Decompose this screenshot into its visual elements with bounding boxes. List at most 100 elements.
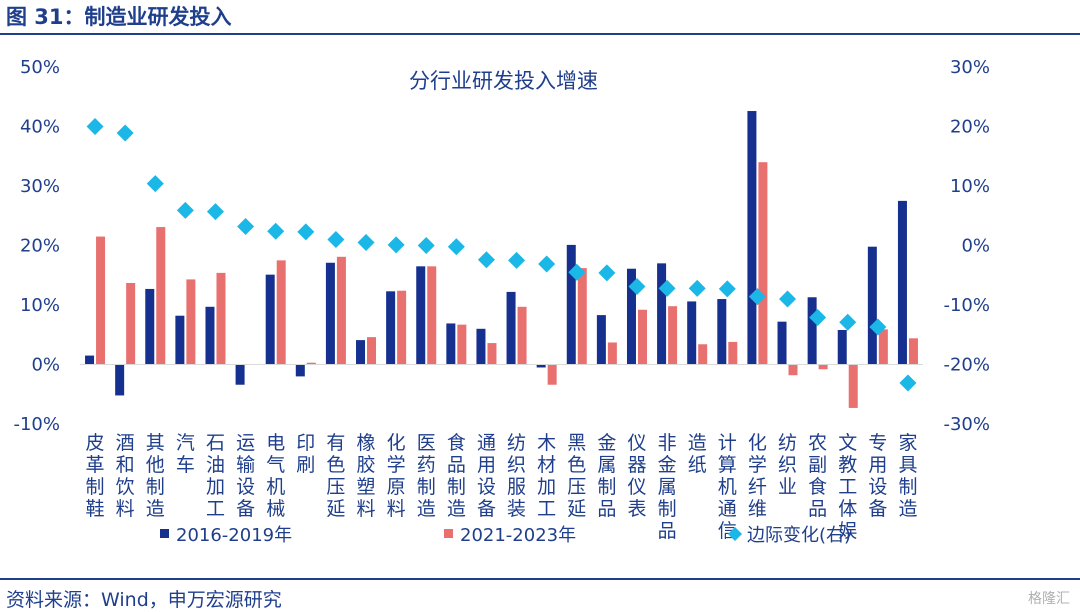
bar-2016-2019 (777, 321, 787, 365)
bar-2021-2023 (908, 338, 918, 365)
x-category-label: 电气机械 (266, 432, 285, 520)
figure-title: 图 31：制造业研发投入 (6, 5, 232, 29)
bar-2016-2019 (446, 323, 456, 365)
x-category-label: 计算机通信 (718, 432, 737, 542)
bar-2016-2019 (235, 364, 245, 385)
bar-2021-2023 (637, 309, 647, 365)
bar-2016-2019 (626, 268, 636, 365)
marker-marginal-change (297, 223, 315, 241)
x-category-label: 通用设备 (477, 432, 496, 520)
x-category-label: 印刷 (296, 432, 315, 476)
legend-swatch-2016-2019 (160, 529, 169, 538)
bar-2021-2023 (848, 364, 858, 408)
bar-2021-2023 (276, 260, 286, 365)
legend-label-2021-2023: 2021-2023年 (460, 525, 576, 546)
x-category-label: 医药制造 (417, 432, 436, 520)
bar-2021-2023 (306, 362, 316, 365)
y-left-tick-label: 10% (20, 295, 60, 316)
x-category-label: 农副食品 (808, 432, 827, 520)
bar-2021-2023 (336, 256, 346, 365)
legend-label-2016-2019: 2016-2019年 (176, 525, 292, 546)
x-category-label: 仪器仪表 (627, 432, 646, 520)
bar-2021-2023 (607, 342, 617, 365)
bar-2021-2023 (487, 343, 497, 365)
x-category-label: 金属制品 (597, 432, 616, 520)
bar-2021-2023 (818, 364, 828, 370)
bar-2021-2023 (517, 306, 527, 365)
bar-2016-2019 (566, 244, 576, 365)
bar-2016-2019 (657, 263, 667, 365)
x-category-label: 橡胶塑料 (357, 432, 376, 520)
marker-marginal-change (176, 201, 194, 219)
x-category-label: 专用设备 (868, 432, 887, 520)
y-left-tick-label: 0% (31, 355, 60, 376)
bar-2021-2023 (216, 272, 226, 365)
marker-marginal-change (477, 251, 495, 269)
bar-2021-2023 (547, 364, 557, 385)
marker-marginal-change (899, 374, 917, 392)
y-right-tick-label: 30% (950, 57, 990, 78)
x-category-label: 有色压延 (326, 432, 345, 520)
marker-marginal-change (327, 231, 345, 249)
chart-title: 分行业研发投入增速 (409, 69, 598, 93)
marker-marginal-change (86, 118, 104, 135)
bar-2016-2019 (867, 246, 877, 365)
marker-marginal-change (628, 278, 646, 296)
bar-2016-2019 (115, 364, 125, 396)
y-right-tick-label: -10% (943, 295, 990, 316)
bar-2021-2023 (728, 341, 738, 365)
marker-marginal-change (688, 279, 706, 297)
x-category-label: 其他制造 (146, 432, 165, 520)
bar-2021-2023 (126, 282, 136, 365)
y-left-tick-label: 20% (20, 236, 60, 257)
bar-2016-2019 (416, 266, 426, 365)
bar-2016-2019 (145, 288, 155, 365)
chart: 分行业研发投入增速 -10% 0% 10% 20% 30% 40% 50% -30% -20% -1… (13, 57, 990, 546)
marker-marginal-change (508, 251, 526, 269)
bar-2016-2019 (687, 301, 697, 365)
bar-2016-2019 (265, 274, 275, 365)
marker-marginal-change (447, 238, 465, 256)
bar-2016-2019 (596, 315, 606, 365)
bar-2016-2019 (807, 297, 817, 365)
x-category-label: 纺织服装 (507, 432, 526, 520)
marker-marginal-change (568, 263, 586, 281)
bar-2021-2023 (367, 337, 377, 365)
marker-marginal-change (748, 288, 766, 306)
marker-marginal-change (869, 318, 887, 336)
marker-marginal-change (598, 264, 616, 282)
bar-2021-2023 (457, 324, 467, 365)
y-left-tick-label: 30% (20, 176, 60, 197)
x-category-label: 文教工体娱 (838, 432, 857, 542)
bar-2016-2019 (325, 262, 335, 365)
marker-marginal-change (417, 237, 435, 254)
bar-2021-2023 (96, 236, 106, 365)
bar-2016-2019 (205, 306, 215, 365)
x-category-label: 家具制造 (898, 432, 917, 520)
y-left-tick-label: -10% (13, 414, 60, 435)
bottom-divider (0, 578, 1080, 580)
x-category-label: 皮革制鞋 (86, 432, 105, 520)
bar-2021-2023 (577, 268, 587, 365)
x-category-label: 非金属制品 (658, 432, 677, 542)
legend-swatch-marginal-change (728, 527, 742, 541)
marker-marginal-change (658, 279, 676, 297)
marker-marginal-change (237, 217, 255, 235)
x-category-label: 木材加工 (537, 432, 556, 520)
y-right-tick-label: -20% (943, 355, 990, 376)
bar-2021-2023 (427, 266, 437, 365)
bar-2016-2019 (506, 291, 516, 365)
marker-marginal-change (206, 203, 224, 221)
x-category-label: 黑色压延 (567, 432, 586, 520)
bar-2016-2019 (85, 355, 95, 365)
bar-2016-2019 (717, 299, 727, 365)
marker-marginal-change (538, 255, 556, 273)
bar-2021-2023 (156, 227, 166, 365)
bar-2021-2023 (186, 279, 196, 365)
bar-2016-2019 (897, 200, 907, 365)
bar-2016-2019 (356, 340, 366, 365)
bar-2021-2023 (758, 162, 768, 365)
watermark: 格隆汇 (1028, 591, 1070, 607)
x-category-label: 食品制造 (447, 432, 466, 520)
marker-marginal-change (116, 124, 134, 142)
